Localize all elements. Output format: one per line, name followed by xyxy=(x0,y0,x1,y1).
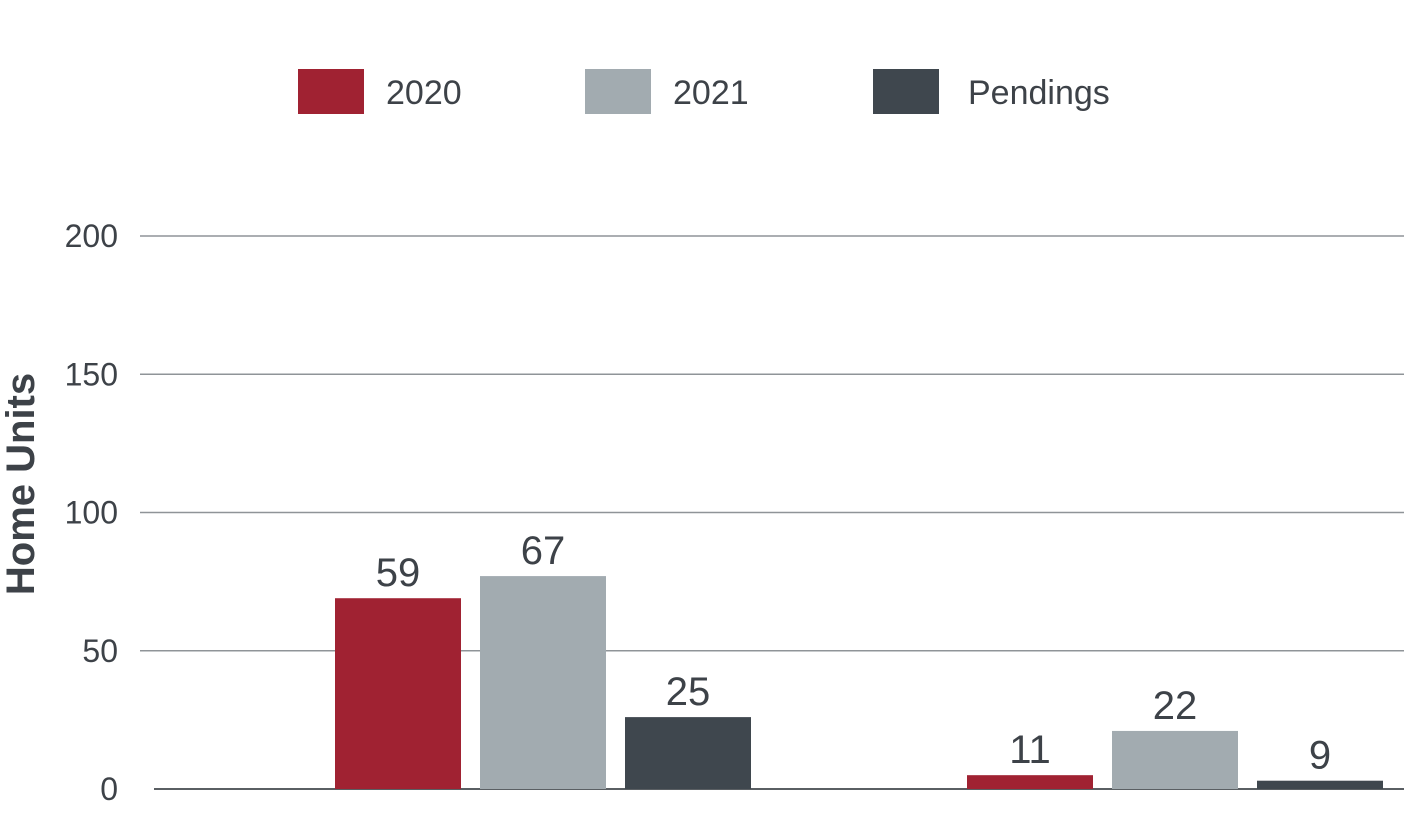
y-tick-label: 100 xyxy=(65,495,118,531)
y-tick-label: 150 xyxy=(65,356,118,392)
bar xyxy=(1112,730,1238,789)
data-label: 11 xyxy=(1009,728,1051,772)
legend-swatch xyxy=(873,69,939,114)
legend-label: 2021 xyxy=(673,74,749,112)
y-axis-ticks: 0 50 100 150 200 xyxy=(65,218,118,807)
legend: 2020 2021 Pendings xyxy=(298,69,1110,114)
y-tick-label: 0 xyxy=(100,771,118,807)
gridlines xyxy=(140,235,1404,790)
bar xyxy=(625,717,751,789)
data-label: 59 xyxy=(376,551,421,595)
legend-label: 2020 xyxy=(386,74,462,112)
data-labels: 59 67 25 11 22 9 xyxy=(376,529,1331,778)
data-label: 25 xyxy=(666,670,711,714)
y-axis-title: Home Units xyxy=(0,373,43,595)
legend-swatch xyxy=(585,69,651,114)
bar xyxy=(1257,780,1383,789)
data-label: 22 xyxy=(1153,684,1198,728)
data-label: 67 xyxy=(521,529,566,573)
y-tick-label: 50 xyxy=(82,633,118,669)
legend-swatch xyxy=(298,69,364,114)
legend-label: Pendings xyxy=(968,74,1110,112)
bar xyxy=(967,775,1093,789)
data-label: 9 xyxy=(1309,734,1331,778)
y-tick-label: 200 xyxy=(65,218,118,254)
bar xyxy=(335,598,461,789)
bars xyxy=(335,576,1383,789)
bar xyxy=(480,576,606,789)
